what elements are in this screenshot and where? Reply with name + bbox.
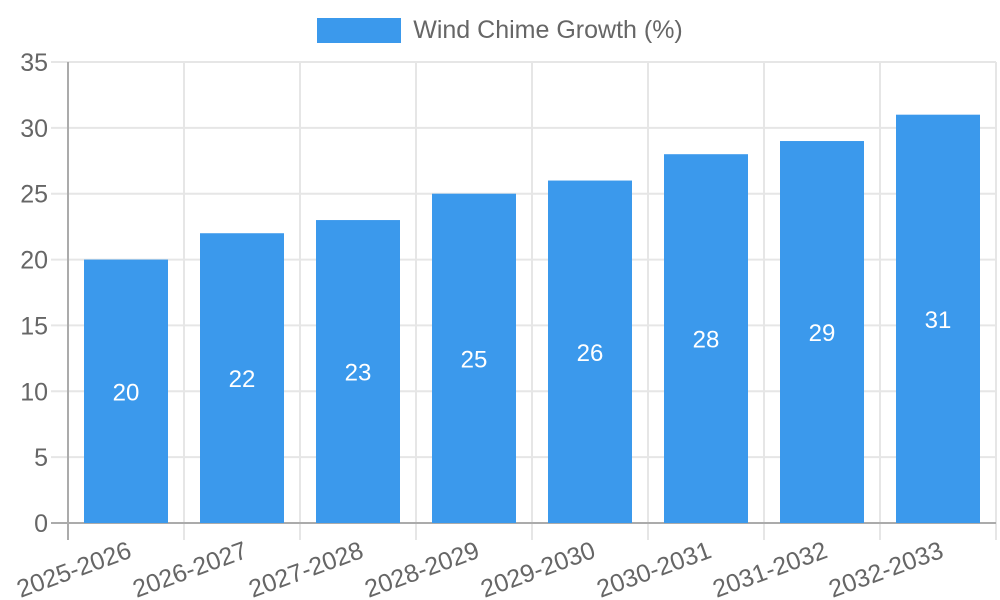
x-tick-label: 2029-2030 [477,536,599,600]
bar[interactable] [896,114,980,523]
x-tick-label: 2031-2032 [709,536,831,600]
y-tick-label: 30 [20,115,48,143]
x-tick-label: 2027-2028 [245,536,367,600]
bar-value-label: 23 [345,360,372,387]
chart-legend[interactable]: Wind Chime Growth (%) [0,14,1000,46]
legend-swatch [317,17,402,43]
bar-value-label: 31 [925,307,952,334]
bar-value-label: 20 [113,379,140,406]
bar[interactable] [432,193,516,523]
x-tick-label: 2030-2031 [593,536,715,600]
bar[interactable] [84,259,168,523]
y-tick-label: 35 [20,49,48,77]
bar-value-label: 22 [229,366,256,393]
bar-value-label: 29 [809,320,836,347]
bar[interactable] [316,220,400,524]
x-tick-label: 2025-2026 [13,536,135,600]
bar-value-label: 28 [693,327,720,354]
y-tick-label: 0 [34,510,48,538]
y-tick-label: 20 [20,247,48,275]
bar-value-label: 25 [461,346,488,373]
bar[interactable] [780,141,864,523]
x-tick-label: 2026-2027 [129,536,251,600]
y-tick-label: 10 [20,378,48,406]
bar[interactable] [664,154,748,523]
y-tick-label: 25 [20,181,48,209]
bar-value-label: 26 [577,340,604,367]
y-tick-label: 5 [34,444,48,472]
bar[interactable] [548,180,632,524]
x-tick-label: 2028-2029 [361,536,483,600]
bar[interactable] [200,233,284,523]
legend-label: Wind Chime Growth (%) [413,16,683,44]
y-tick-label: 15 [20,312,48,340]
x-tick-label: 2032-2033 [825,536,947,600]
